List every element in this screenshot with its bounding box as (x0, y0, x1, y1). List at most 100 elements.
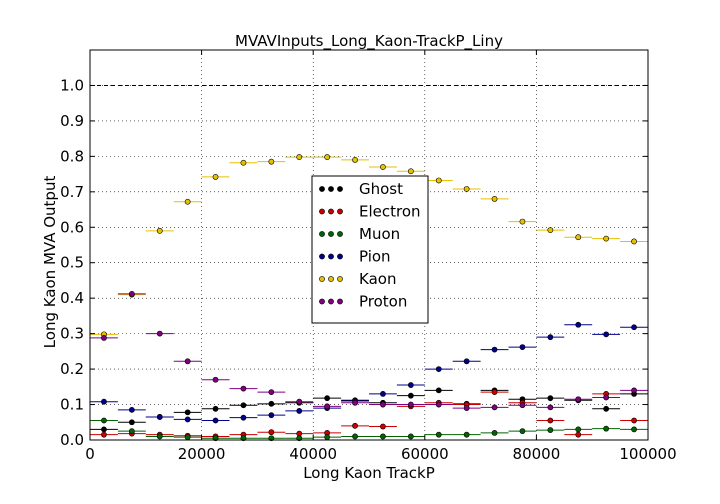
y-axis-title: Long Kaon MVA Output (41, 176, 59, 349)
pion-point (212, 417, 219, 424)
electron-point (380, 423, 386, 430)
pion-point (631, 324, 637, 331)
legend-box (311, 175, 429, 324)
legend-marker-ghost (337, 186, 343, 192)
y-tick-label: 0.3 (60, 325, 84, 343)
proton-point (380, 401, 386, 408)
ghost-point (184, 409, 191, 416)
y-tick-label: 0.1 (60, 396, 84, 414)
pion-point (128, 406, 135, 413)
legend-label-kaon: Kaon (359, 270, 396, 288)
legend-marker-pion (319, 253, 325, 260)
y-tick-label: 0.6 (60, 218, 84, 236)
muon-point (324, 434, 331, 441)
kaon-point (296, 154, 303, 160)
x-axis-title: Long Kaon TrackP (303, 464, 435, 482)
kaon-point (435, 177, 442, 184)
pion-point (547, 334, 554, 341)
ghost-point (324, 395, 331, 402)
muon-point (519, 428, 526, 435)
tick-layer: 0.0 0.1 0.2 0.3 0.4 0.5 0.6 0.7 0.8 0.9 1.0 0 20000 4… (60, 50, 677, 463)
legend-marker-kaon (328, 276, 334, 282)
muon-point (547, 427, 554, 433)
series-muon (90, 417, 648, 442)
y-tick-label: 0.8 (60, 147, 84, 165)
legend-marker-ghost (328, 186, 334, 192)
legend-marker-proton (337, 298, 343, 305)
proton-point (519, 402, 526, 409)
pion-point (184, 416, 191, 423)
ghost-point (603, 405, 610, 412)
kaon-point (463, 186, 470, 192)
ghost-point (268, 400, 275, 407)
y-tick-label: 0.7 (60, 183, 84, 201)
proton-point (128, 291, 135, 297)
proton-point (631, 387, 637, 394)
legend-marker-muon (328, 231, 334, 237)
pion-point (240, 414, 247, 421)
kaon-point (519, 218, 526, 225)
electron-point (101, 431, 107, 438)
pion-point (268, 412, 275, 419)
proton-point (184, 358, 191, 365)
kaon-point (603, 235, 610, 242)
pion-point (101, 398, 107, 405)
ghost-point (407, 392, 414, 399)
proton-point (352, 399, 358, 406)
series-proton (90, 291, 648, 411)
legend-marker-pion (328, 253, 334, 260)
electron-point (575, 431, 582, 438)
pion-point (380, 391, 386, 397)
muon-point (352, 433, 358, 440)
proton-point (435, 401, 442, 408)
muon-point (603, 425, 610, 432)
electron-point (352, 422, 358, 429)
y-tick-label: 1.0 (60, 76, 84, 94)
muon-point (156, 433, 163, 440)
muon-point (101, 417, 107, 424)
legend-marker-muon (319, 231, 325, 237)
kaon-point (212, 174, 219, 180)
muon-point (463, 431, 470, 438)
x-tick-label: 100000 (619, 445, 676, 463)
legend-label-ghost: Ghost (359, 180, 403, 198)
muon-point (128, 428, 135, 435)
pion-point (603, 331, 610, 338)
legend-marker-electron (328, 208, 334, 215)
legend-marker-proton (319, 298, 325, 305)
muon-point (435, 431, 442, 438)
proton-point (324, 403, 331, 410)
proton-point (547, 404, 554, 411)
pion-point (435, 366, 442, 372)
y-tick-label: 0.4 (60, 289, 84, 307)
proton-point (575, 396, 582, 403)
legend-label-pion: Pion (359, 248, 391, 266)
kaon-point (240, 159, 247, 166)
series-electron (90, 389, 648, 440)
ghost-point (212, 405, 219, 412)
electron-point (547, 417, 554, 424)
muon-point (407, 433, 414, 440)
proton-point (156, 330, 163, 337)
x-tick-label: 80000 (513, 445, 561, 463)
proton-point (407, 401, 414, 408)
pion-point (156, 414, 163, 420)
ghost-point (435, 387, 442, 394)
grid-lines (90, 50, 648, 440)
proton-point (101, 334, 107, 341)
proton-point (268, 389, 275, 396)
kaon-point (352, 157, 358, 163)
legend-label-muon: Muon (359, 225, 400, 243)
kaon-point (324, 154, 331, 160)
kaon-point (407, 168, 414, 175)
legend-marker-ghost (319, 186, 325, 192)
ghost-point (547, 395, 554, 402)
x-tick-label: 40000 (289, 445, 337, 463)
muon-point (380, 433, 386, 440)
muon-point (184, 434, 191, 441)
pion-point (463, 358, 470, 365)
proton-point (296, 398, 303, 405)
legend-label-electron: Electron (359, 203, 421, 221)
pion-point (407, 382, 414, 388)
